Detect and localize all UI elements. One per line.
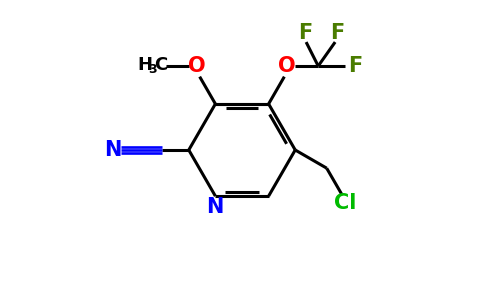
Text: F: F: [298, 23, 312, 44]
Text: H: H: [137, 56, 152, 74]
Text: Cl: Cl: [333, 193, 356, 213]
Text: F: F: [331, 23, 345, 44]
Text: F: F: [348, 56, 363, 76]
Text: N: N: [206, 197, 223, 217]
Text: O: O: [188, 56, 206, 76]
Text: O: O: [278, 56, 296, 76]
Text: N: N: [104, 140, 121, 160]
Text: 3: 3: [149, 63, 157, 76]
Text: C: C: [154, 56, 167, 74]
